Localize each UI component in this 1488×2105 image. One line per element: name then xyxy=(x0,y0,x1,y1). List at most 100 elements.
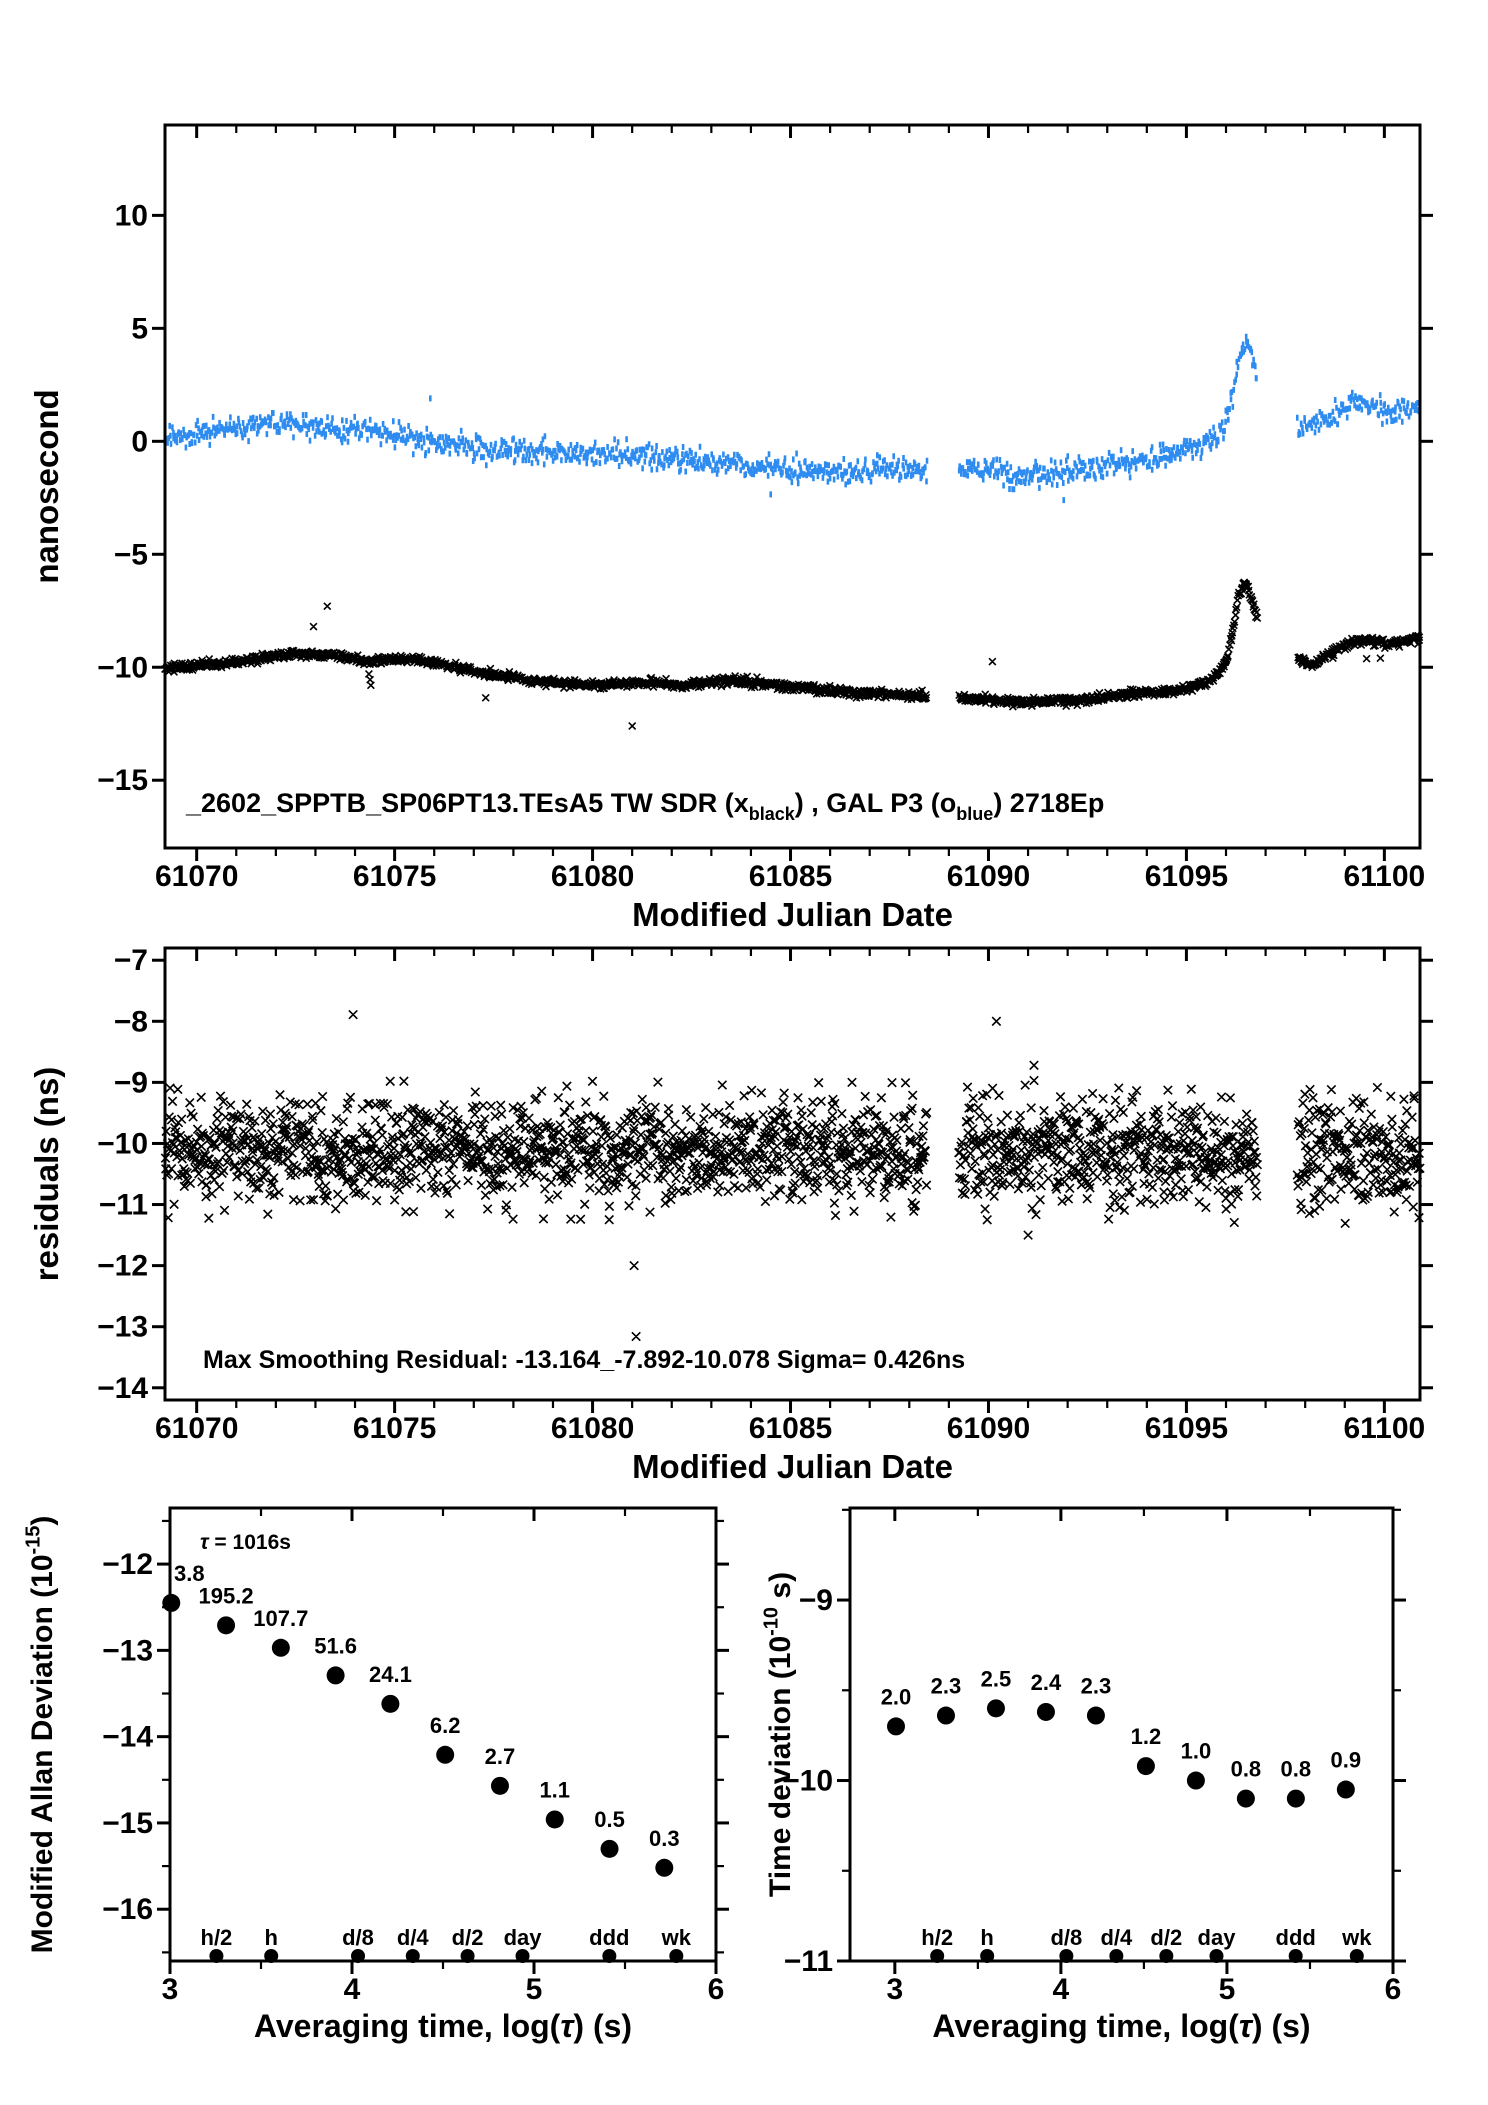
tdev-point xyxy=(1336,1780,1355,1799)
mid-panel: 61070 61075 61080 61085 61090 61095 61100 −7 −8 −… xyxy=(28,944,1433,1485)
tdev-point-label: 0.9 xyxy=(1331,1748,1362,1773)
svg-text:−10: −10 xyxy=(782,1765,833,1798)
tdev-category-label: d/2 xyxy=(1150,1925,1182,1950)
mid-series-smoothing-residuals xyxy=(160,1009,1425,1342)
svg-text:61100: 61100 xyxy=(1343,1412,1425,1445)
tdev-point xyxy=(1236,1789,1255,1808)
tdev-point-label: 0.8 xyxy=(1231,1757,1262,1782)
mdev-point xyxy=(545,1810,564,1829)
svg-text:61070: 61070 xyxy=(155,860,238,893)
svg-text:−15: −15 xyxy=(97,764,148,797)
svg-text:61075: 61075 xyxy=(353,1412,436,1445)
svg-text:Averaging time, log(τ) (s): Averaging time, log(τ) (s) xyxy=(254,2008,632,2044)
tdev-point-label: 2.4 xyxy=(1031,1670,1062,1695)
mdev-point xyxy=(271,1638,290,1657)
svg-text:−16: −16 xyxy=(102,1893,153,1926)
svg-text:−13: −13 xyxy=(97,1311,148,1344)
tdev-point xyxy=(1036,1702,1055,1721)
svg-text:61085: 61085 xyxy=(749,1412,832,1445)
svg-text:5: 5 xyxy=(1219,1973,1236,2006)
svg-text:−7: −7 xyxy=(114,944,148,977)
mdev-point-label: 195.2 xyxy=(199,1583,254,1608)
svg-text:−5: −5 xyxy=(114,538,148,571)
svg-text:−13: −13 xyxy=(102,1634,153,1667)
mdev-point xyxy=(655,1858,674,1877)
tdev-category-label: day xyxy=(1198,1925,1237,1950)
svg-text:61090: 61090 xyxy=(947,1412,1030,1445)
svg-text:5: 5 xyxy=(526,1973,543,2006)
svg-text:10: 10 xyxy=(115,199,148,232)
tdev-point-label: 2.3 xyxy=(931,1674,962,1699)
mdev-point xyxy=(600,1839,619,1858)
svg-text:5: 5 xyxy=(131,312,148,345)
mdev-point xyxy=(217,1616,236,1635)
mdev-point-label: 0.5 xyxy=(594,1807,625,1832)
svg-text:−12: −12 xyxy=(97,1250,148,1283)
svg-text:61095: 61095 xyxy=(1145,860,1228,893)
svg-text:6: 6 xyxy=(708,1973,725,2006)
mdev-point xyxy=(326,1666,345,1685)
svg-text:residuals (ns): residuals (ns) xyxy=(28,1067,65,1282)
tdev-category-label: d/4 xyxy=(1100,1925,1133,1950)
svg-text:−14: −14 xyxy=(97,1372,148,1405)
mdev-point-label: 51.6 xyxy=(314,1633,357,1658)
tdev-point xyxy=(1286,1789,1305,1808)
svg-text:3: 3 xyxy=(886,1973,903,2006)
svg-text:4: 4 xyxy=(1053,1973,1070,2006)
svg-text:−14: −14 xyxy=(102,1721,153,1754)
svg-text:_2602_SPPTB_SP06PT13.TEsA5: _2602_SPPTB_SP06PT13.TEsA5 TW SDR (xblac… xyxy=(185,788,1104,824)
svg-text:−10: −10 xyxy=(97,651,148,684)
mdev-category-label: wk xyxy=(661,1925,692,1950)
svg-text:Modified Julian Date: Modified Julian Date xyxy=(632,896,953,933)
svg-text:61090: 61090 xyxy=(947,860,1030,893)
svg-text:61080: 61080 xyxy=(551,860,634,893)
svg-text:Max Smoothing Residual: -13.16: Max Smoothing Residual: -13.164_-7.892-1… xyxy=(203,1346,965,1374)
svg-text:61095: 61095 xyxy=(1145,1412,1228,1445)
tdev-category-label: h xyxy=(980,1925,993,1950)
tdev-point-label: 1.2 xyxy=(1131,1724,1162,1749)
tdev-category-label: ddd xyxy=(1276,1925,1316,1950)
svg-text:−9: −9 xyxy=(114,1066,148,1099)
svg-text:−8: −8 xyxy=(114,1005,148,1038)
svg-text:−10: −10 xyxy=(97,1127,148,1160)
mdev-point-label: 1.1 xyxy=(539,1777,570,1802)
svg-text:τ = 1016s: τ = 1016s xyxy=(200,1531,291,1554)
svg-text:61100: 61100 xyxy=(1343,860,1425,893)
svg-text:−12: −12 xyxy=(102,1548,153,1581)
tdev-category-label: h/2 xyxy=(921,1925,953,1950)
svg-text:nanosecond: nanosecond xyxy=(28,389,65,583)
mdev-point-label: 6.2 xyxy=(430,1713,461,1738)
svg-text:−11: −11 xyxy=(99,1189,148,1222)
svg-text:Time deviation (10-10 s): Time deviation (10-10 s) xyxy=(760,1572,797,1897)
svg-text:−9: −9 xyxy=(799,1584,833,1617)
tdev-point xyxy=(936,1706,955,1725)
tdev-frame xyxy=(848,1506,1395,1963)
mdev-category-label: ddd xyxy=(589,1925,629,1950)
tdev-point xyxy=(886,1717,905,1736)
mdev-category-label: d/2 xyxy=(452,1925,484,1950)
svg-text:61085: 61085 xyxy=(749,860,832,893)
mdev-category-label: d/4 xyxy=(397,1925,430,1950)
mdev-point-label: 0.3 xyxy=(649,1826,680,1851)
mdev-point-label: 2.7 xyxy=(485,1744,516,1769)
top-series-gal-p3-o-blue- xyxy=(163,333,1421,504)
top-frame xyxy=(163,123,1422,850)
tdev-point xyxy=(1136,1757,1155,1776)
svg-text:0: 0 xyxy=(131,425,148,458)
tdev-category-label: d/8 xyxy=(1050,1925,1082,1950)
mdev-point xyxy=(381,1694,400,1713)
svg-text:61075: 61075 xyxy=(353,860,436,893)
svg-text:6: 6 xyxy=(1385,1973,1402,2006)
top-panel: 61070 61075 61080 61085 61090 61095 61100 10 5 0 −… xyxy=(28,123,1433,933)
tdev-point xyxy=(1186,1771,1205,1790)
mid-frame xyxy=(163,946,1422,1402)
tdev-category-label: wk xyxy=(1341,1925,1372,1950)
mdev-point xyxy=(436,1745,455,1764)
svg-text:Modified Julian Date: Modified Julian Date xyxy=(632,1448,953,1485)
tdev-point-label: 2.0 xyxy=(881,1684,912,1709)
mdev-category-label: h/2 xyxy=(201,1925,233,1950)
svg-text:Modified Allan Deviation (10-1: Modified Allan Deviation (10-15) xyxy=(22,1516,59,1954)
